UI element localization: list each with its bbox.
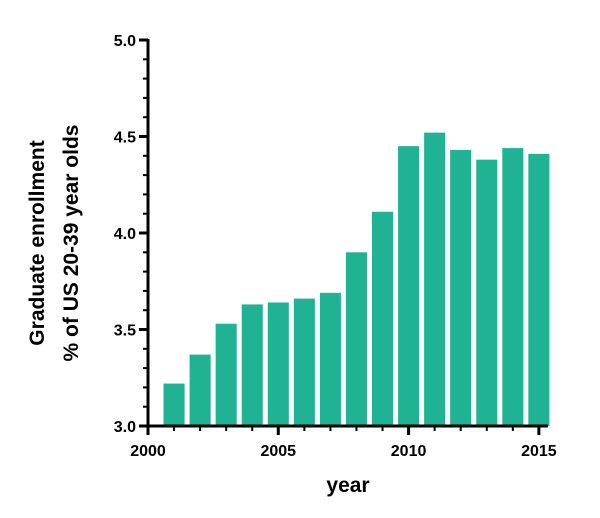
bar-2011 bbox=[424, 132, 446, 426]
x-ticks-group: 2000 2005 2010 2015 bbox=[130, 426, 557, 460]
y-axis-title-line-2: % of US 20-39 year olds bbox=[60, 125, 83, 362]
y-ticks-group: 3.0 3.5 4.0 4.5 5.0 bbox=[114, 33, 148, 436]
x-tick-label: 2015 bbox=[521, 443, 557, 460]
bar-2005 bbox=[267, 302, 289, 426]
bar-2009 bbox=[372, 211, 394, 426]
y-tick-label: 5.0 bbox=[114, 33, 136, 50]
bar-2004 bbox=[241, 304, 263, 426]
y-tick-label: 4.5 bbox=[114, 130, 136, 147]
bar-2012 bbox=[450, 150, 472, 426]
bar-2008 bbox=[345, 252, 367, 426]
bar-2014 bbox=[502, 148, 524, 426]
bar-2015 bbox=[528, 153, 550, 426]
x-tick-label: 2000 bbox=[130, 443, 166, 460]
x-axis-title: year bbox=[326, 474, 369, 497]
bar-2001 bbox=[163, 383, 185, 426]
bar-2013 bbox=[476, 159, 498, 426]
y-tick-label: 4.0 bbox=[114, 226, 136, 243]
x-tick-label: 2005 bbox=[260, 443, 296, 460]
bar-2006 bbox=[293, 298, 315, 426]
bar-2002 bbox=[189, 354, 211, 426]
y-axis-title-line-1: Graduate enrollment bbox=[26, 140, 49, 345]
y-tick-label: 3.5 bbox=[114, 323, 136, 340]
bar-2007 bbox=[319, 292, 341, 426]
bar-2010 bbox=[398, 146, 420, 426]
y-tick-label: 3.0 bbox=[114, 419, 136, 436]
bars-group bbox=[163, 132, 550, 426]
x-tick-label: 2010 bbox=[391, 443, 427, 460]
bar-2003 bbox=[215, 323, 237, 426]
